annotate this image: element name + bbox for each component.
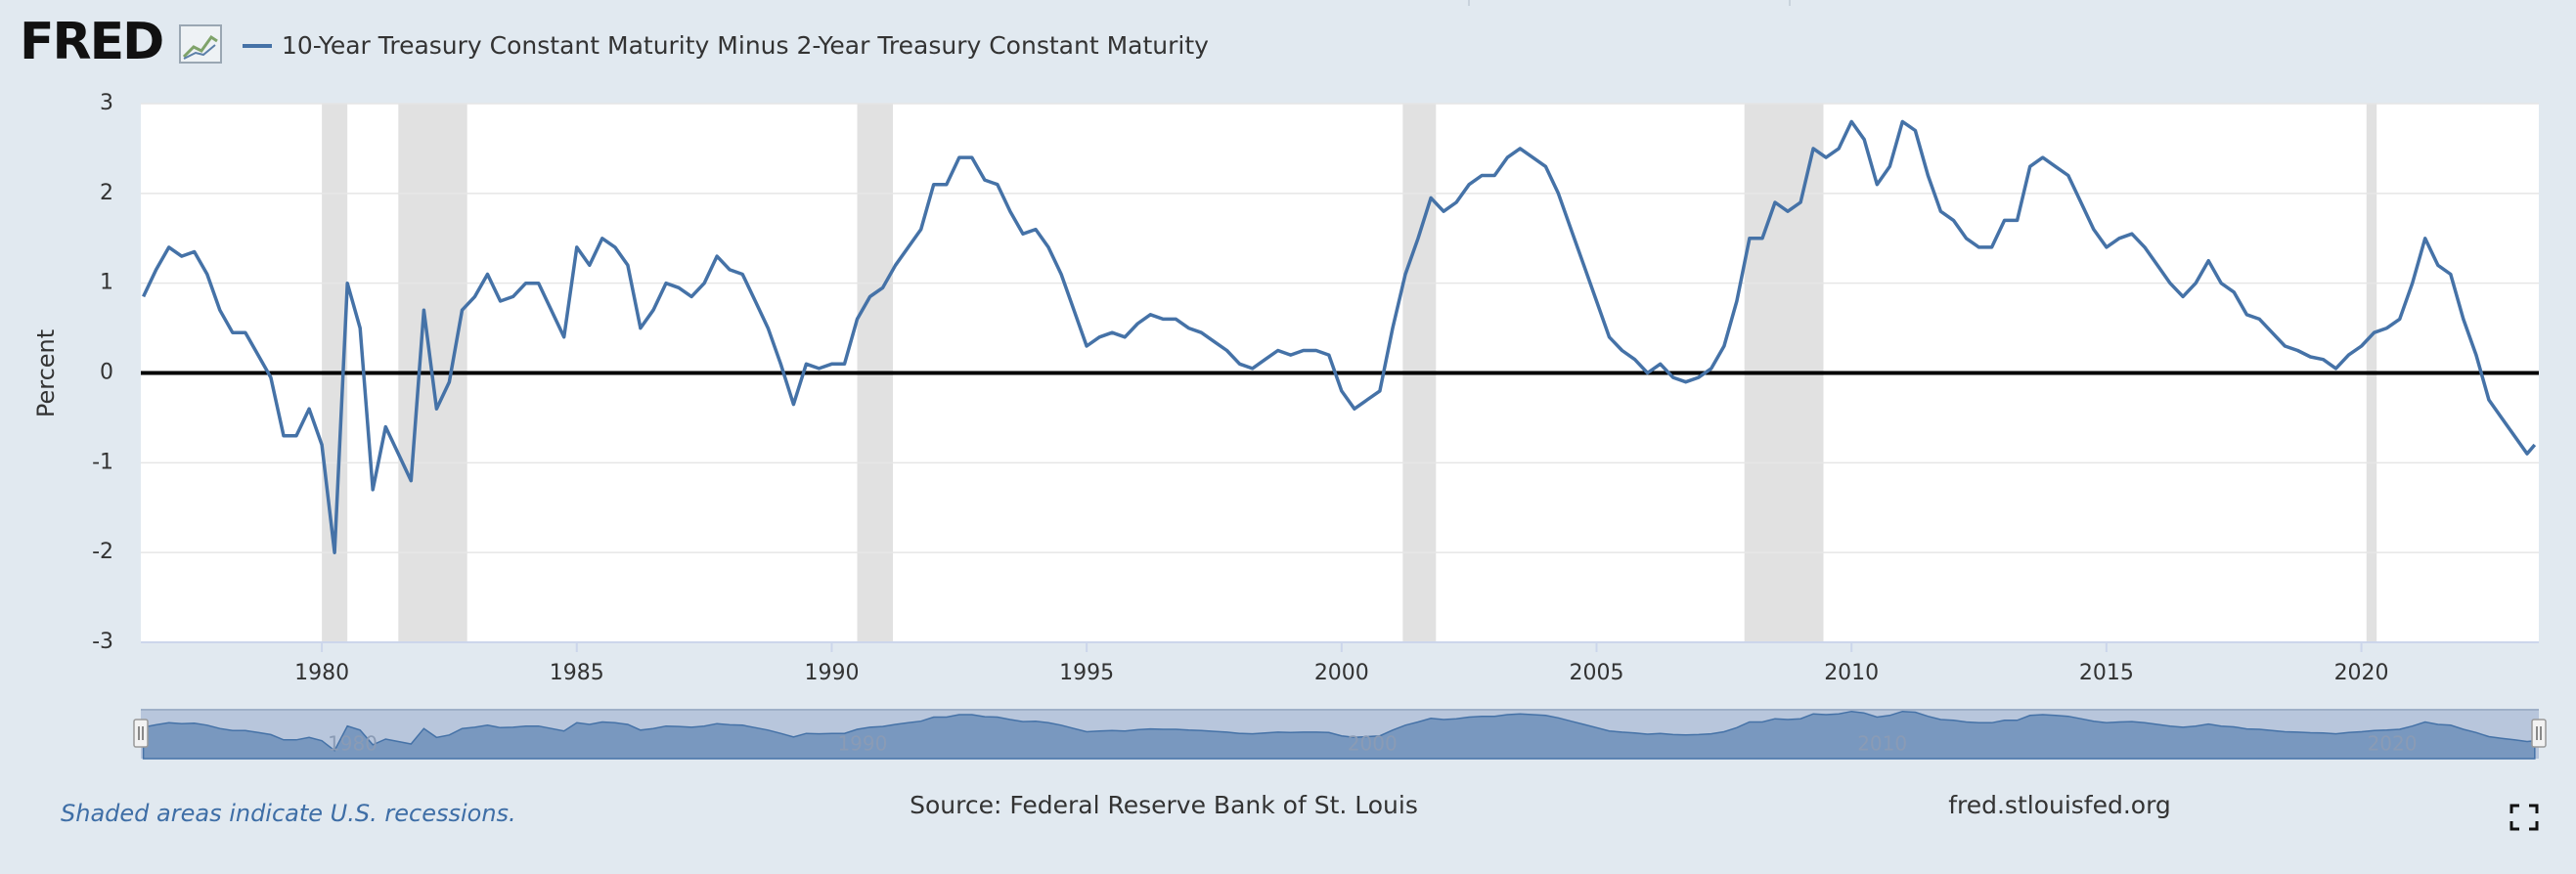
y-axis-label: Percent [32, 329, 60, 417]
x-tick-label: 1985 [550, 661, 604, 685]
logo-icon [179, 24, 222, 64]
fullscreen-button[interactable] [2509, 804, 2539, 831]
logo[interactable]: FRED [20, 13, 164, 71]
series-line [142, 119, 2537, 554]
y-tick-label: 0 [100, 361, 113, 385]
x-tick-label: 1990 [804, 661, 859, 685]
navigator-handle[interactable] [2531, 719, 2547, 748]
navigator-area [142, 710, 2536, 760]
x-tick-label: 2015 [2079, 661, 2134, 685]
navigator-tick-label: 1990 [837, 732, 887, 756]
x-tick-label: 2020 [2334, 661, 2389, 685]
source: Source: Federal Reserve Bank of St. Loui… [910, 791, 1418, 819]
x-tick-label: 2010 [1824, 661, 1879, 685]
y-tick-label: -3 [92, 630, 113, 654]
navigator-tick-label: 2010 [1857, 732, 1907, 756]
y-tick-label: -2 [92, 540, 113, 564]
legend-label[interactable]: 10-Year Treasury Constant Maturity Minus… [282, 31, 1209, 60]
navigator-tick-label: 2000 [1348, 732, 1398, 756]
site-link[interactable]: fred.stlouisfed.org [1948, 791, 2171, 819]
recession-note: Shaded areas indicate U.S. recessions. [61, 800, 516, 827]
x-tick-label: 2000 [1314, 661, 1369, 685]
y-tick-label: -1 [92, 450, 113, 474]
navigator-tick-label: 2020 [2368, 732, 2418, 756]
navigator-handle[interactable] [133, 719, 149, 748]
x-tick-label: 1995 [1059, 661, 1114, 685]
navigator-tick-label: 1980 [328, 732, 378, 756]
y-tick-label: 3 [100, 91, 113, 115]
x-tick-label: 1980 [294, 661, 349, 685]
y-tick-label: 1 [100, 271, 113, 295]
x-tick-label: 2005 [1570, 661, 1624, 685]
y-tick-label: 2 [100, 181, 113, 205]
